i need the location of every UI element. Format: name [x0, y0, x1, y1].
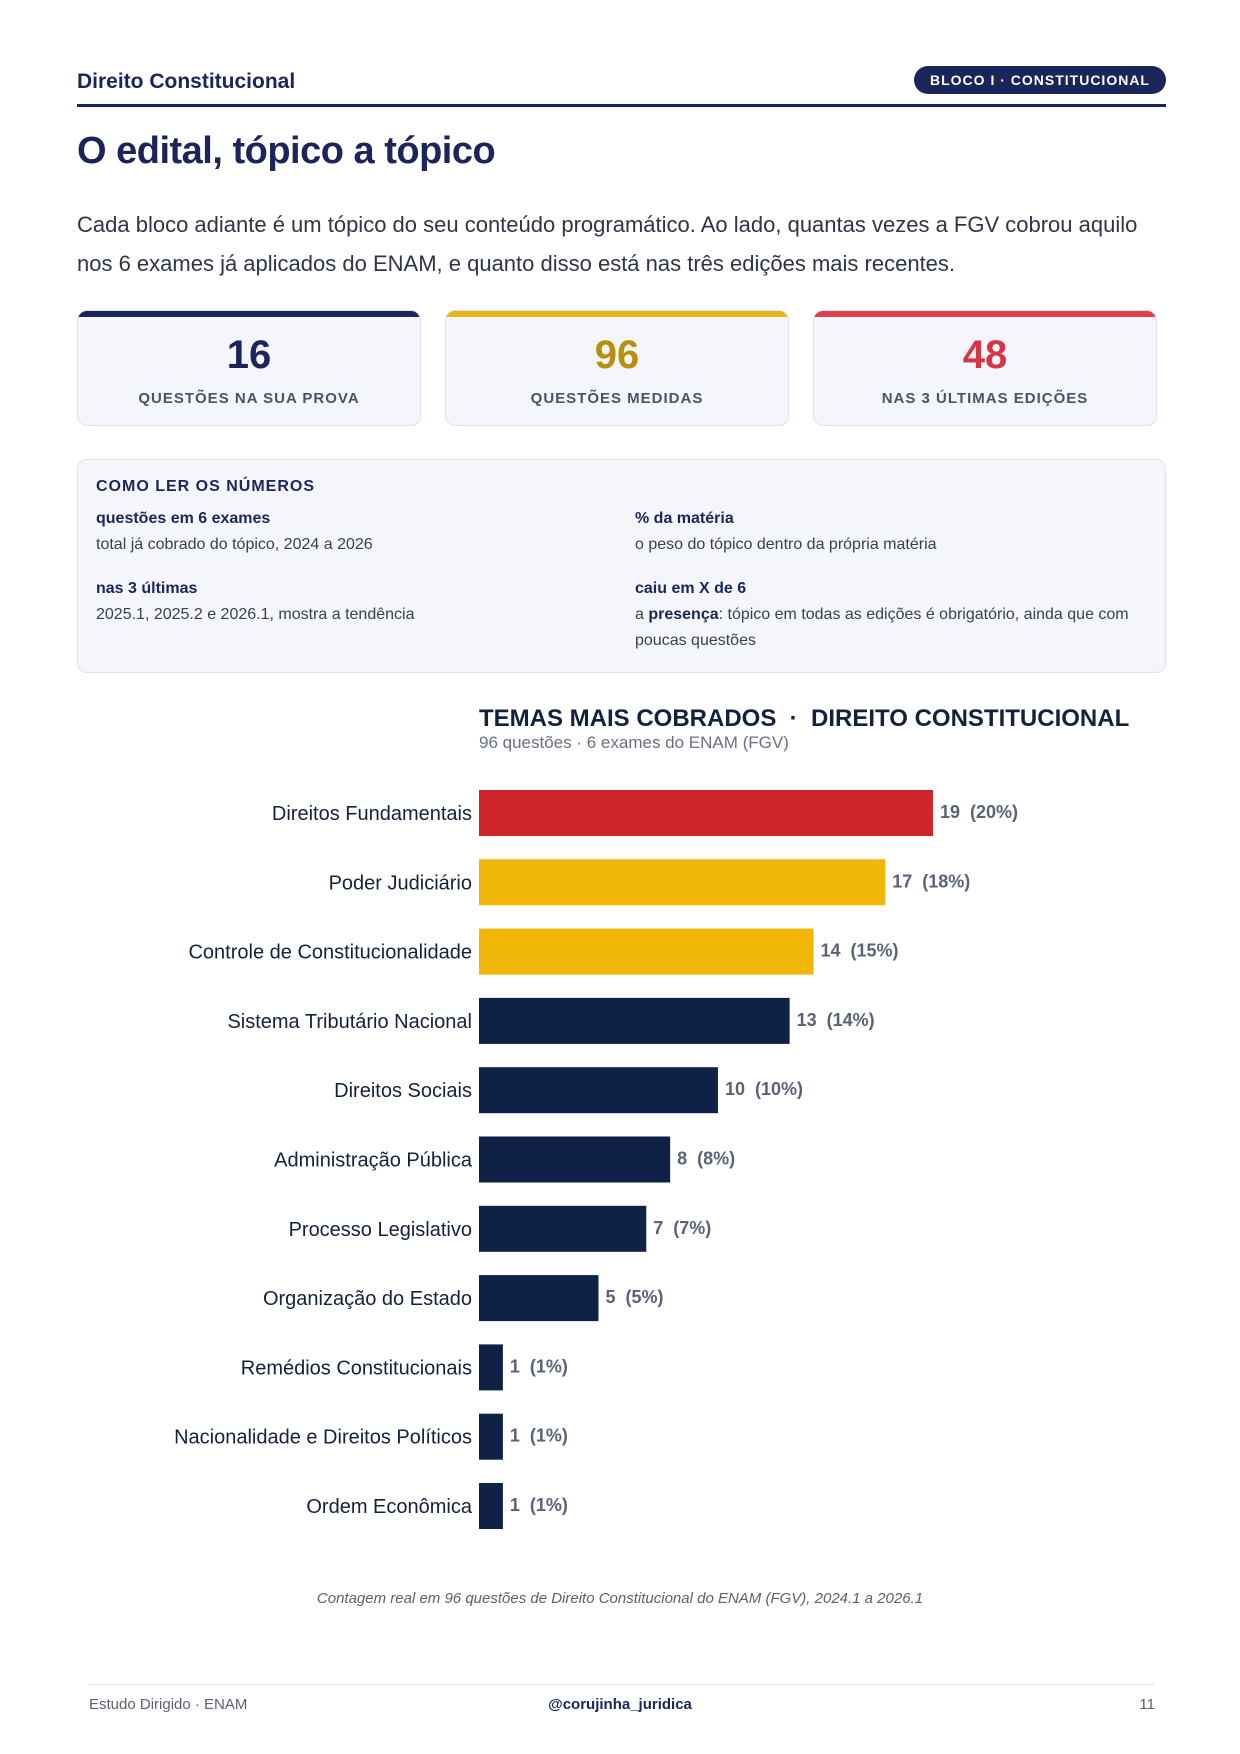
footer-left: Estudo Dirigido · ENAM [89, 1696, 248, 1713]
stat-label: QUESTÕES MEDIDAS [530, 390, 704, 407]
how-to-read-heading: COMO LER OS NÚMEROS [96, 478, 316, 495]
category-label: Ordem Econômica [306, 1496, 472, 1518]
legend-item: caiu em X de 6 a presença: tópico em tod… [635, 580, 1145, 654]
chart-bar [479, 790, 933, 836]
stat-label: QUESTÕES NA SUA PROVA [138, 390, 360, 407]
value-label: 13 (14%) [797, 1010, 875, 1030]
category-label: Controle de Constitucionalidade [188, 942, 472, 964]
legend-desc: 2025.1, 2025.2 e 2026.1, mostra a tendên… [96, 606, 415, 623]
legend-desc-suffix: : tópico em todas as edições é obrigatór… [635, 606, 1129, 649]
chart-bar [479, 1344, 503, 1391]
category-label: Poder Judiciário [329, 872, 472, 894]
stat-value: 48 [962, 333, 1008, 377]
value-label: 14 (15%) [821, 941, 899, 961]
page-title: O edital, tópico a tópico [77, 130, 496, 172]
chart-bar [479, 1205, 647, 1252]
value-label: 8 (8%) [677, 1149, 735, 1169]
value-label: 19 (20%) [940, 802, 1018, 822]
stat-card-medidas: 96 QUESTÕES MEDIDAS [445, 310, 789, 426]
stat-card-ultimas: 48 NAS 3 ÚLTIMAS EDIÇÕES [813, 310, 1157, 426]
intro-paragraph: Cada bloco adiante é um tópico do seu co… [77, 212, 1138, 276]
chart-bar [479, 1413, 503, 1460]
value-label: 1 (1%) [510, 1356, 568, 1376]
value-label: 1 (1%) [510, 1426, 568, 1446]
category-label: Sistema Tributário Nacional [227, 1011, 472, 1033]
footer-divider [89, 1684, 1155, 1685]
legend-desc: o peso do tópico dentro da própria matér… [635, 536, 937, 553]
category-label: Direitos Fundamentais [272, 803, 472, 825]
legend-desc-prefix: a [635, 606, 649, 623]
legend-item: questões em 6 exames total já cobrado do… [96, 510, 596, 558]
page-number: 11 [1139, 1696, 1155, 1713]
chart-bar [479, 1067, 718, 1114]
chart-subtitle: 96 questões · 6 exames do ENAM (FGV) [479, 733, 789, 752]
stat-card-prova: 16 QUESTÕES NA SUA PROVA [77, 310, 421, 426]
value-label: 7 (7%) [653, 1218, 711, 1238]
chart-title: TEMAS MAIS COBRADOS · DIREITO CONSTITUCI… [479, 705, 1130, 732]
chart-bar [479, 1483, 503, 1529]
legend-item: nas 3 últimas 2025.1, 2025.2 e 2026.1, m… [96, 580, 596, 628]
footer-handle: @corujinha_juridica [548, 1696, 692, 1713]
legend-term: nas 3 últimas [96, 580, 198, 597]
value-label: 10 (10%) [725, 1079, 803, 1099]
legend-term: questões em 6 exames [96, 510, 271, 527]
chart-bar [479, 859, 886, 906]
value-label: 1 (1%) [510, 1495, 568, 1515]
value-label: 5 (5%) [605, 1287, 663, 1307]
category-label: Processo Legislativo [289, 1219, 472, 1241]
header-title: Direito Constitucional [77, 70, 296, 93]
category-label: Organização do Estado [263, 1288, 472, 1310]
chart-footnote: Contagem real em 96 questões de Direito … [316, 1590, 924, 1607]
stat-card-accent [814, 311, 1156, 317]
chart-bar [479, 1275, 599, 1322]
category-label: Direitos Sociais [334, 1080, 472, 1102]
legend-desc: total já cobrado do tópico, 2024 a 2026 [96, 536, 373, 553]
category-label: Administração Pública [274, 1150, 473, 1172]
legend-item: % da matéria o peso do tópico dentro da … [635, 510, 1135, 558]
how-to-read-box: COMO LER OS NÚMEROS questões em 6 exames… [77, 459, 1166, 673]
category-label: Remédios Constitucionais [241, 1357, 472, 1379]
legend-desc-bold: presença [648, 606, 719, 623]
stat-value: 96 [594, 333, 640, 377]
section-badge: BLOCO I · CONSTITUCIONAL [914, 66, 1166, 94]
value-label: 17 (18%) [892, 871, 970, 891]
chart-bar [479, 997, 790, 1044]
chart-plot-area: Direitos Fundamentais 19 (20%) Poder Judic… [174, 790, 1018, 1529]
page-header: Direito Constitucional BLOCO I · CONSTIT… [77, 62, 1166, 107]
chart-bar [479, 928, 814, 975]
legend-term: % da matéria [635, 510, 734, 527]
category-label: Nacionalidade e Direitos Políticos [174, 1427, 472, 1449]
stat-label: NAS 3 ÚLTIMAS EDIÇÕES [881, 390, 1089, 407]
legend-desc: a presença: tópico em todas as edições é… [635, 602, 1145, 654]
topics-bar-chart: TEMAS MAIS COBRADOS · DIREITO CONSTITUCI… [0, 690, 1240, 1570]
legend-term: caiu em X de 6 [635, 580, 747, 597]
stat-value: 16 [226, 333, 272, 377]
chart-bar [479, 1136, 671, 1183]
stat-card-accent [78, 311, 420, 317]
stat-card-accent [446, 311, 788, 317]
